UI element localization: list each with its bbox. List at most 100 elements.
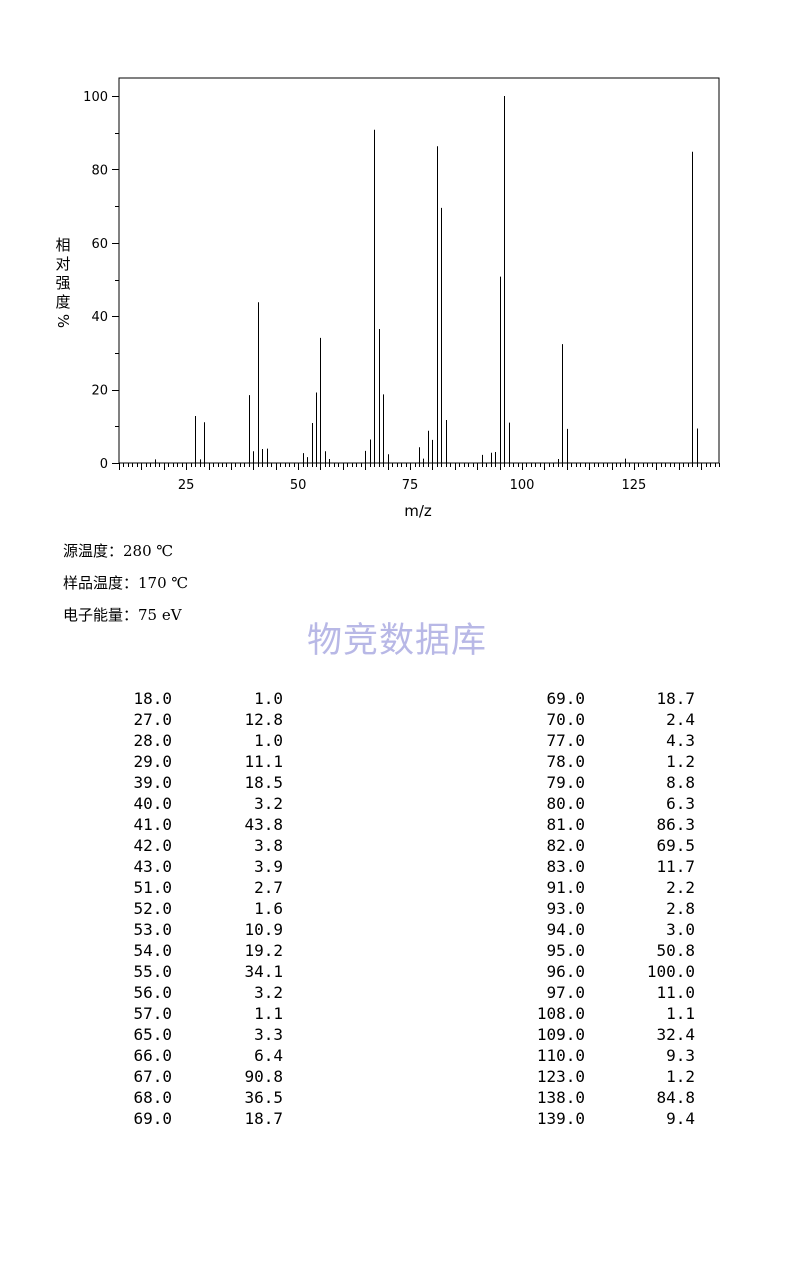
y-axis-label-char: 度 [55, 293, 70, 311]
abundance-value: 1.0 [254, 689, 283, 708]
peak-table-left: 18.0 1.0 27.0 12.8 28.0 1.0 29.0 11.1 39.0 18.5 40… [130, 688, 283, 1129]
abundance-value: 3.9 [254, 857, 283, 876]
abundance-value: 2.2 [666, 878, 695, 897]
mz-value: 77.0 [546, 731, 585, 750]
table-row: 69.0 18.7 [130, 1108, 283, 1129]
abundance-value: 11.1 [244, 752, 283, 771]
table-row: 138.0 84.8 [531, 1087, 695, 1108]
table-row: 83.0 11.7 [531, 856, 695, 877]
mz-value: 28.0 [133, 731, 172, 750]
mz-value: 55.0 [133, 962, 172, 981]
mz-value: 70.0 [546, 710, 585, 729]
mz-value: 53.0 [133, 920, 172, 939]
table-row: 91.0 2.2 [531, 877, 695, 898]
table-row: 55.0 34.1 [130, 961, 283, 982]
table-row: 139.0 9.4 [531, 1108, 695, 1129]
y-axis-label-char: 对 [55, 255, 70, 273]
abundance-value: 4.3 [666, 731, 695, 750]
abundance-value: 36.5 [244, 1088, 283, 1107]
table-row: 123.0 1.2 [531, 1066, 695, 1087]
table-row: 29.0 11.1 [130, 751, 283, 772]
abundance-value: 2.4 [666, 710, 695, 729]
mz-value: 67.0 [133, 1067, 172, 1086]
abundance-value: 84.8 [656, 1088, 695, 1107]
table-row: 51.0 2.7 [130, 877, 283, 898]
abundance-value: 11.0 [656, 983, 695, 1002]
table-row: 56.0 3.2 [130, 982, 283, 1003]
table-row: 69.0 18.7 [531, 688, 695, 709]
table-row: 108.0 1.1 [531, 1003, 695, 1024]
table-row: 94.0 3.0 [531, 919, 695, 940]
mz-value: 51.0 [133, 878, 172, 897]
mz-value: 42.0 [133, 836, 172, 855]
abundance-value: 11.7 [656, 857, 695, 876]
abundance-value: 43.8 [244, 815, 283, 834]
table-row: 70.0 2.4 [531, 709, 695, 730]
table-row: 43.0 3.9 [130, 856, 283, 877]
x-tick-label: 50 [290, 478, 307, 493]
x-tick-label: 125 [622, 478, 647, 493]
mz-value: 78.0 [546, 752, 585, 771]
y-tick-label: 20 [91, 384, 108, 399]
table-row: 109.0 32.4 [531, 1024, 695, 1045]
table-row: 93.0 2.8 [531, 898, 695, 919]
table-row: 39.0 18.5 [130, 772, 283, 793]
mz-value: 66.0 [133, 1046, 172, 1065]
table-row: 28.0 1.0 [130, 730, 283, 751]
table-row: 65.0 3.3 [130, 1024, 283, 1045]
electron-energy: 电子能量：75 eV [63, 606, 182, 624]
mz-value: 110.0 [536, 1046, 585, 1065]
table-row: 82.0 69.5 [531, 835, 695, 856]
peaks [155, 96, 698, 463]
abundance-value: 12.8 [244, 710, 283, 729]
abundance-value: 8.8 [666, 773, 695, 792]
y-tick-label: 0 [100, 457, 108, 472]
y-tick-label: 100 [83, 90, 108, 105]
abundance-value: 1.0 [254, 731, 283, 750]
abundance-value: 1.6 [254, 899, 283, 918]
abundance-value: 2.7 [254, 878, 283, 897]
mz-value: 81.0 [546, 815, 585, 834]
mz-value: 68.0 [133, 1088, 172, 1107]
abundance-value: 3.0 [666, 920, 695, 939]
peak-table-right: 69.0 18.7 70.0 2.4 77.0 4.3 78.0 1.2 79.0 8.8 80.0… [531, 688, 695, 1129]
abundance-value: 18.7 [656, 689, 695, 708]
mz-value: 80.0 [546, 794, 585, 813]
y-axis-label-char: % [54, 314, 72, 328]
x-tick-label: 100 [510, 478, 535, 493]
table-row: 68.0 36.5 [130, 1087, 283, 1108]
abundance-value: 69.5 [656, 836, 695, 855]
x-axis-label: m/z [404, 502, 432, 520]
abundance-value: 1.1 [254, 1004, 283, 1023]
abundance-value: 18.7 [244, 1109, 283, 1128]
abundance-value: 1.2 [666, 1067, 695, 1086]
abundance-value: 9.4 [666, 1109, 695, 1128]
table-row: 67.0 90.8 [130, 1066, 283, 1087]
mz-value: 27.0 [133, 710, 172, 729]
table-row: 95.0 50.8 [531, 940, 695, 961]
mz-value: 57.0 [133, 1004, 172, 1023]
abundance-value: 2.8 [666, 899, 695, 918]
table-row: 42.0 3.8 [130, 835, 283, 856]
abundance-value: 6.4 [254, 1046, 283, 1065]
mz-value: 43.0 [133, 857, 172, 876]
mz-value: 109.0 [536, 1025, 585, 1044]
mz-value: 91.0 [546, 878, 585, 897]
y-tick-label: 40 [91, 310, 108, 325]
abundance-value: 10.9 [244, 920, 283, 939]
table-row: 80.0 6.3 [531, 793, 695, 814]
y-tick-label: 60 [91, 237, 108, 252]
abundance-value: 90.8 [244, 1067, 283, 1086]
x-tick-label: 25 [178, 478, 195, 493]
mz-value: 83.0 [546, 857, 585, 876]
y-axis-label-char: 强 [55, 274, 70, 292]
abundance-value: 6.3 [666, 794, 695, 813]
abundance-value: 86.3 [656, 815, 695, 834]
table-row: 54.0 19.2 [130, 940, 283, 961]
mz-value: 79.0 [546, 773, 585, 792]
mz-value: 18.0 [133, 689, 172, 708]
mz-value: 138.0 [536, 1088, 585, 1107]
mz-value: 69.0 [546, 689, 585, 708]
